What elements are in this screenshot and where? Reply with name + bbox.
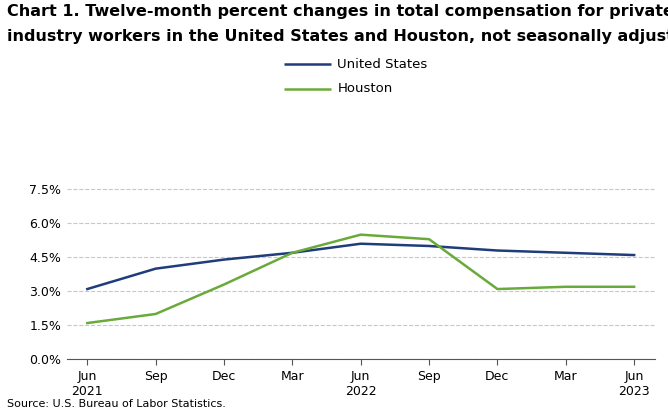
Text: Chart 1. Twelve-month percent changes in total compensation for private: Chart 1. Twelve-month percent changes in… bbox=[7, 4, 668, 19]
Text: industry workers in the United States and Houston, not seasonally adjusted: industry workers in the United States an… bbox=[7, 29, 668, 44]
Text: Houston: Houston bbox=[337, 82, 393, 95]
Text: Source: U.S. Bureau of Labor Statistics.: Source: U.S. Bureau of Labor Statistics. bbox=[7, 399, 226, 409]
Text: United States: United States bbox=[337, 57, 428, 71]
